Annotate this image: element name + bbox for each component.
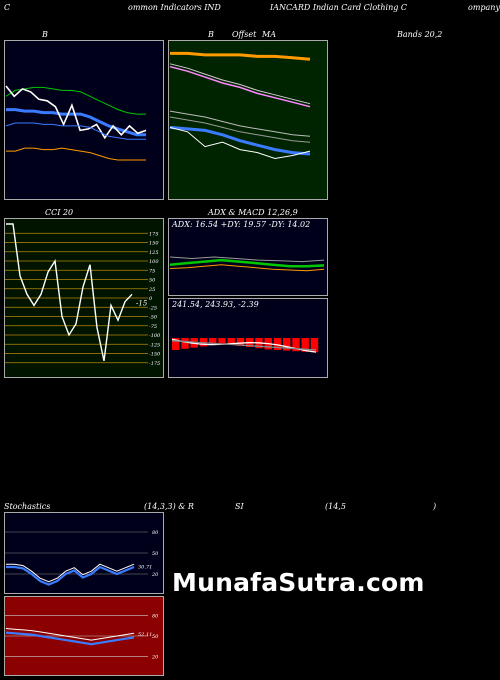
- bollinger-chart: [4, 40, 164, 200]
- panel-background: [168, 40, 328, 200]
- cci-last-label: -15: [136, 300, 148, 308]
- rsi-tick-label: 50: [152, 634, 159, 640]
- cci-tick-label: 175: [149, 231, 159, 237]
- cci-tick-label: -125: [149, 342, 160, 348]
- rsi-chart: 80 50 20 52.11: [4, 596, 164, 676]
- cci-tick-label: -25: [149, 305, 157, 311]
- adx-chart: [168, 218, 328, 296]
- macd-histogram-bar: [301, 338, 309, 352]
- rsi-tick-label: 80: [152, 614, 159, 620]
- cci-tick-label: -75: [149, 324, 157, 330]
- cci-label: CCI 20: [45, 208, 74, 217]
- rsi-params: (14,5: [325, 502, 346, 511]
- macd-histogram-bar: [227, 338, 235, 345]
- bb-lower-blue: [5, 122, 146, 140]
- cci-tick-label: 25: [148, 287, 155, 293]
- ma-grey-line-3: [169, 110, 311, 137]
- rsi-line: [5, 631, 135, 646]
- bb-upper-band: [5, 86, 146, 115]
- header-left: C: [4, 3, 11, 12]
- cci-tick-label: 125: [149, 250, 159, 256]
- macd-histogram-bar: [292, 338, 300, 352]
- cci-tick-label: -175: [149, 361, 160, 367]
- cci-tick-label: -150: [149, 352, 161, 358]
- stoch-k-line: [6, 565, 135, 586]
- watermark: MunafaSutra.com: [172, 568, 425, 597]
- stoch-last-label: 30.71: [138, 564, 152, 570]
- stoch-tick-label: 20: [151, 572, 159, 578]
- macd-histogram-bar: [172, 338, 180, 350]
- macd-histogram-bar: [209, 338, 217, 346]
- bb-price-line: [5, 85, 147, 140]
- header-mid2: IANCARD Indian Card Clothing C: [270, 3, 408, 12]
- cci-tick-label: -100: [149, 333, 161, 339]
- rsi-last-label: 52.11: [138, 632, 152, 638]
- rsi-label: SI: [235, 502, 244, 511]
- macd-histogram-bar: [273, 338, 282, 350]
- bb-lower-band: [6, 147, 146, 161]
- stoch-d-line: [6, 563, 135, 583]
- header-mid1: ommon Indicators IND: [128, 3, 221, 12]
- ma-long-line: [170, 51, 311, 61]
- adx-line: [169, 256, 325, 263]
- ma-blue-line: [169, 125, 311, 156]
- stoch-tick-label: 50: [152, 551, 159, 557]
- rsi-close: ): [433, 502, 437, 511]
- ma-label-1: B: [208, 30, 214, 39]
- cci-line: [6, 223, 133, 362]
- macd-chart: [168, 298, 328, 378]
- ma-label-3: MA: [262, 30, 276, 39]
- adx-macd-label: ADX & MACD 12,26,9: [208, 208, 298, 217]
- macd-histogram-bar: [310, 338, 319, 353]
- stoch-tick-label: 80: [152, 530, 159, 536]
- rsi-avg-line: [5, 628, 135, 641]
- stoch-params: (14,3,3) & R: [144, 502, 194, 511]
- rsi-tick-label: 20: [151, 654, 159, 660]
- ma-price-line: [169, 126, 311, 160]
- panel-background: [168, 218, 328, 296]
- macd-histogram-bar: [236, 338, 245, 346]
- adx-plus-di: [169, 258, 325, 268]
- adx-minus-di: [169, 264, 325, 272]
- macd-histogram-bar: [283, 338, 291, 351]
- bb-middle-band: [6, 108, 146, 137]
- ma-grey-line: [169, 63, 311, 105]
- cci-tick-label: 75: [149, 268, 155, 274]
- ma-label-2: Offset: [232, 30, 257, 39]
- ma-pink-line: [169, 65, 311, 108]
- moving-average-chart: [168, 40, 328, 200]
- macd-values: 241.54, 243.93, -2.39: [172, 300, 259, 309]
- macd-signal-line: [171, 340, 317, 351]
- cci-tick-label: 0: [149, 296, 153, 302]
- ma-grey-line-2: [169, 116, 311, 143]
- stoch-label: Stochastics: [4, 502, 51, 511]
- header-right: ompany: [468, 3, 500, 12]
- cci-tick-label: 100: [149, 259, 159, 265]
- macd-histogram-bar: [218, 338, 226, 344]
- bb-label: B: [42, 30, 48, 39]
- bands-label: Bands 20,2: [397, 30, 443, 39]
- cci-tick-label: 50: [149, 278, 156, 284]
- panel-background: [4, 40, 164, 200]
- cci-tick-label: 150: [149, 241, 159, 247]
- cci-chart: 175 150 125 100 75 50 25 0 -25 -50 -75 -100 -125 -150…: [4, 218, 164, 378]
- cci-tick-label: -50: [149, 315, 158, 321]
- macd-histogram-bar: [181, 338, 189, 349]
- adx-values: ADX: 16.54 +DY: 19.57 -DY: 14.02: [172, 220, 311, 229]
- stochastics-chart: 80 50 20 30.71: [4, 512, 164, 594]
